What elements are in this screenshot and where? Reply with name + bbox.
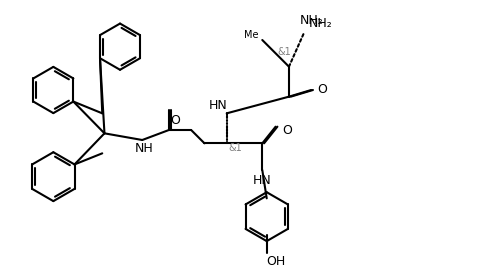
Text: HN: HN	[208, 99, 227, 111]
Text: OH: OH	[265, 255, 285, 268]
Text: NH: NH	[135, 142, 154, 155]
Text: O: O	[170, 114, 180, 126]
Text: &1: &1	[228, 143, 242, 153]
Text: O: O	[317, 83, 326, 96]
Text: NH₂: NH₂	[299, 13, 323, 26]
Text: HN: HN	[252, 174, 271, 186]
Text: O: O	[281, 123, 291, 136]
Text: Me: Me	[244, 30, 258, 40]
Text: &1: &1	[277, 47, 291, 57]
Text: NH₂: NH₂	[308, 17, 332, 30]
